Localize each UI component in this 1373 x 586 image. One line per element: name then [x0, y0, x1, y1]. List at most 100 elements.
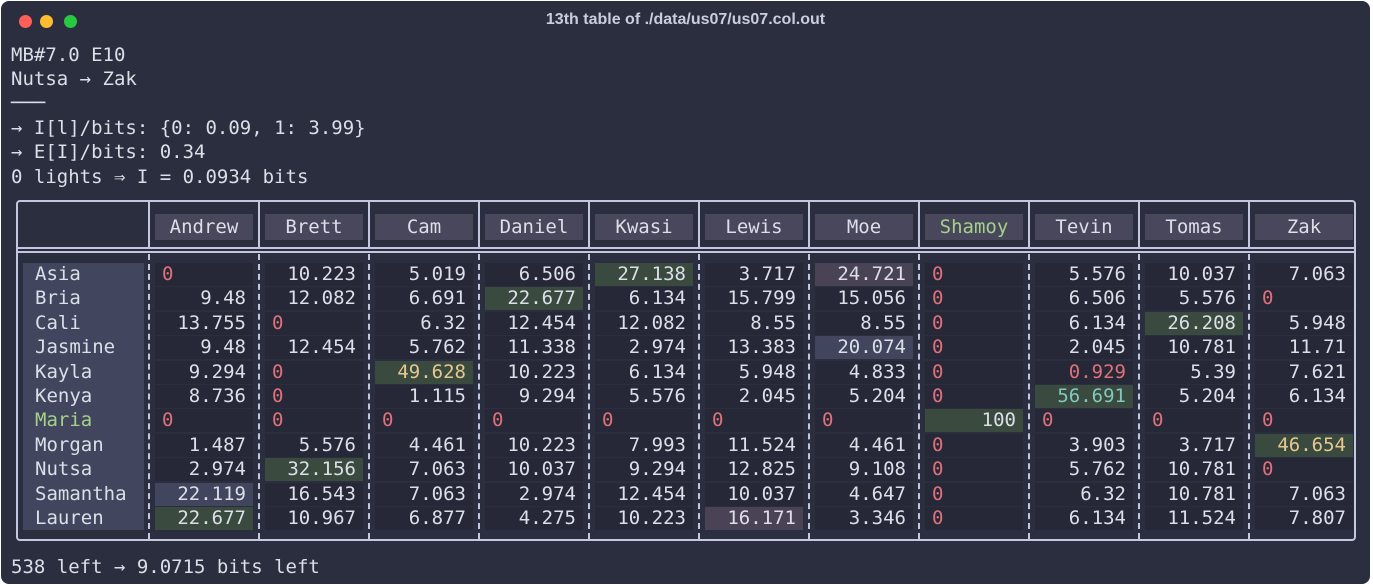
column-separator [258, 202, 260, 248]
table-cell: 16.171 [705, 507, 803, 530]
table-cell: 0 [925, 287, 1023, 311]
table-cell: 0 [1255, 409, 1353, 433]
table-cell: 3.717 [705, 263, 803, 286]
table-cell: 0.929 [1035, 360, 1133, 384]
table-cell: 56.691 [1035, 385, 1133, 408]
table-cell: 6.877 [375, 507, 473, 530]
column-header-andrew: Andrew [155, 214, 253, 240]
column-separator [1138, 202, 1140, 248]
table-cell: 20.074 [815, 336, 913, 360]
row-label-jasmine: Jasmine [35, 336, 116, 359]
column-separator [1028, 202, 1030, 248]
table-cell: 6.32 [1035, 482, 1133, 506]
info-line-lights: 0 lights ⇒ I = 0.0934 bits [11, 166, 309, 188]
info-line-pair: Nutsa → Zak [11, 68, 137, 90]
table-cell: 0 [485, 409, 583, 433]
column-separator-dashed [368, 254, 370, 539]
table-cell: 5.948 [705, 360, 803, 384]
table-cell: 4.275 [485, 507, 583, 530]
table-cell: 3.717 [1145, 433, 1243, 457]
column-separator [698, 202, 700, 248]
column-separator-dashed [588, 254, 590, 539]
table-cell: 2.045 [1035, 336, 1133, 360]
column-separator-dashed [698, 254, 700, 539]
table-cell: 4.833 [815, 360, 913, 384]
info-line-separator: ─── [11, 92, 46, 114]
table-cell: 6.134 [595, 360, 693, 384]
row-label-lauren: Lauren [35, 507, 104, 529]
table-cell: 11.71 [1255, 336, 1353, 360]
table-cell: 0 [1255, 287, 1353, 311]
table-cell: 6.134 [1035, 507, 1133, 530]
table-cell: 27.138 [595, 263, 693, 286]
table-cell: 9.48 [155, 287, 253, 311]
table-cell: 0 [705, 409, 803, 433]
table-cell: 0 [925, 482, 1023, 506]
column-separator-dashed [148, 254, 150, 539]
table-cell: 10.223 [485, 360, 583, 384]
table-cell: 0 [1035, 409, 1133, 433]
table-cell: 12.082 [265, 287, 363, 311]
info-line-information: → I[l]/bits: {0: 0.09, 1: 3.99} [11, 117, 366, 139]
close-window-button[interactable] [19, 15, 32, 28]
row-label-samantha: Samantha [35, 482, 127, 505]
row-label-cali: Cali [35, 311, 81, 334]
table-cell: 5.019 [375, 263, 473, 286]
column-header-brett: Brett [265, 214, 363, 240]
table-cell: 0 [925, 458, 1023, 482]
table-cell: 16.543 [265, 482, 363, 506]
table-cell: 5.204 [1145, 385, 1243, 408]
table-cell: 2.974 [595, 336, 693, 360]
column-separator [588, 202, 590, 248]
table-cell: 5.576 [595, 385, 693, 408]
table-cell: 6.691 [375, 287, 473, 311]
column-header-daniel: Daniel [485, 214, 583, 240]
table-cell: 10.037 [1145, 263, 1243, 286]
table-cell: 10.781 [1145, 458, 1243, 482]
table-cell: 0 [925, 507, 1023, 530]
row-label-kenya: Kenya [35, 385, 93, 407]
table-cell: 8.736 [155, 385, 253, 408]
column-header-tevin: Tevin [1035, 214, 1133, 240]
table-cell: 0 [925, 360, 1023, 384]
table-cell: 3.903 [1035, 433, 1133, 457]
table-cell: 0 [155, 263, 253, 286]
table-cell: 9.294 [595, 458, 693, 482]
table-cell: 5.762 [375, 336, 473, 360]
table-cell: 12.454 [265, 336, 363, 360]
table-cell: 0 [595, 409, 693, 433]
column-separator [1248, 202, 1250, 248]
row-label-maria: Maria [35, 409, 93, 432]
table-cell: 4.461 [815, 433, 913, 457]
table-cell: 3.346 [815, 507, 913, 530]
table-cell: 10.037 [485, 458, 583, 482]
info-line-expected: → E[I]/bits: 0.34 [11, 141, 206, 163]
table-cell: 5.948 [1255, 311, 1353, 335]
column-separator [808, 202, 810, 248]
table-cell: 7.807 [1255, 507, 1353, 530]
table-cell: 5.576 [1035, 263, 1133, 286]
table-cell: 46.654 [1255, 433, 1353, 457]
minimize-window-button[interactable] [40, 15, 53, 28]
table-cell: 8.55 [705, 311, 803, 335]
table-cell: 10.223 [595, 507, 693, 530]
table-cell: 2.045 [705, 385, 803, 408]
table-cell: 4.461 [375, 433, 473, 457]
table-cell: 1.487 [155, 433, 253, 457]
table-cell: 0 [265, 311, 363, 335]
maximize-window-button[interactable] [64, 15, 77, 28]
table-cell: 32.156 [265, 458, 363, 482]
row-label-asia: Asia [35, 263, 81, 285]
column-separator-dashed [1248, 254, 1250, 539]
column-separator-dashed [808, 254, 810, 539]
info-line-model: MB#7.0 E10 [11, 44, 126, 66]
row-labels-column [23, 263, 144, 530]
table-cell: 12.454 [595, 482, 693, 506]
table-cell: 7.063 [375, 458, 473, 482]
table-cell: 9.294 [485, 385, 583, 408]
table-cell: 100 [925, 409, 1023, 433]
table-cell: 6.506 [1035, 287, 1133, 311]
table-cell: 26.208 [1145, 311, 1243, 335]
table-cell: 1.115 [375, 385, 473, 408]
